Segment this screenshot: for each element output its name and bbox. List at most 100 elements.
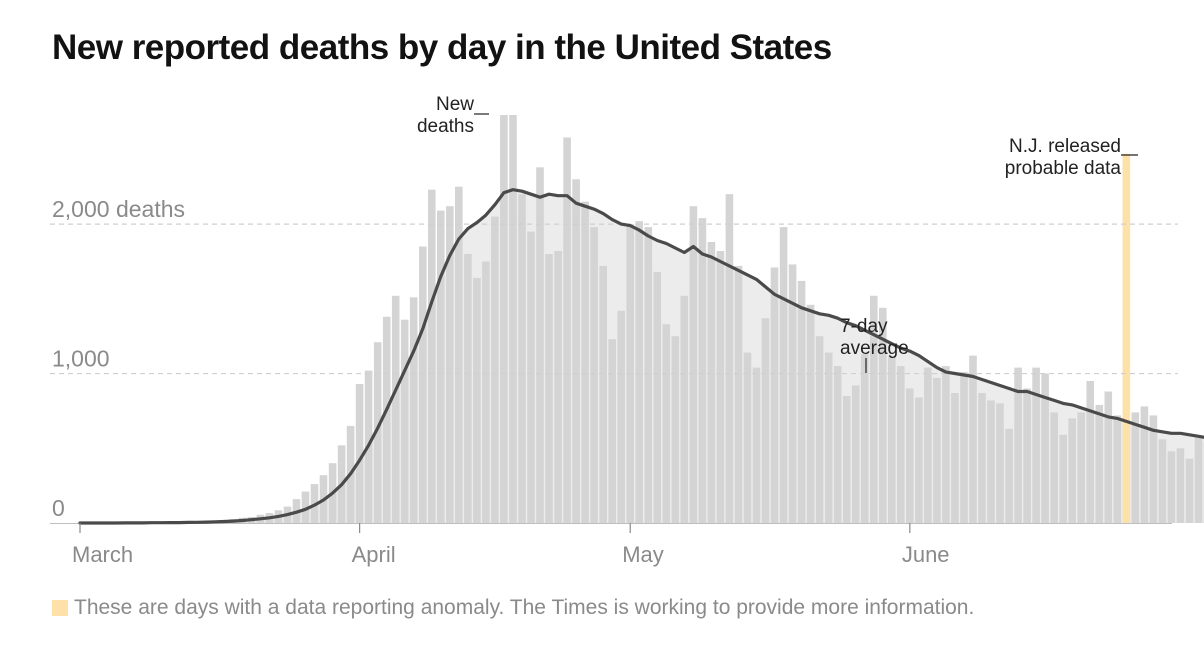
bar-day bbox=[725, 194, 734, 523]
bar-day bbox=[409, 297, 418, 523]
bar-day bbox=[382, 316, 391, 523]
bar-day bbox=[446, 206, 454, 523]
bar-day bbox=[473, 277, 481, 523]
bar-day bbox=[608, 339, 616, 523]
bar-day bbox=[933, 378, 941, 523]
anomaly-legend-text: These are days with a data reporting ano… bbox=[74, 596, 975, 619]
bar-day bbox=[879, 307, 887, 523]
bar-day bbox=[743, 352, 752, 523]
bar-day bbox=[1014, 367, 1022, 523]
annotation-nj-line1: N.J. released bbox=[1009, 136, 1121, 157]
bar-day bbox=[924, 367, 932, 523]
bar-day bbox=[870, 295, 878, 523]
bar-day bbox=[1005, 428, 1013, 523]
bar-day bbox=[716, 251, 725, 523]
bar-day bbox=[734, 265, 743, 523]
bar-day bbox=[1185, 458, 1194, 523]
bar-day bbox=[671, 336, 680, 523]
bar-day bbox=[833, 366, 842, 523]
bar-day bbox=[428, 189, 436, 523]
bar-day bbox=[698, 218, 707, 523]
bar-day bbox=[996, 403, 1004, 523]
bar-day bbox=[391, 295, 400, 523]
bar-day bbox=[599, 265, 607, 523]
anomaly-bar bbox=[1122, 153, 1131, 524]
bar-day bbox=[1149, 415, 1158, 523]
bar-day bbox=[527, 231, 535, 523]
bar-day bbox=[888, 357, 896, 523]
bar-day bbox=[572, 179, 580, 524]
bar-day bbox=[1113, 415, 1122, 523]
bar-day bbox=[969, 355, 977, 523]
anomaly-legend-swatch bbox=[52, 600, 68, 616]
legend: These are days with a data reporting ano… bbox=[52, 596, 974, 620]
bar-day bbox=[1023, 388, 1031, 523]
bar-day bbox=[1059, 434, 1067, 523]
bar-day bbox=[689, 206, 698, 523]
bar-day bbox=[1131, 412, 1140, 523]
bar-day bbox=[906, 388, 914, 523]
bar-day bbox=[797, 280, 806, 523]
annotation-avg-line1: 7-day bbox=[840, 316, 888, 337]
bar-day bbox=[518, 194, 526, 523]
bar-day bbox=[509, 115, 517, 523]
bar-day bbox=[761, 318, 770, 523]
bar-day bbox=[644, 227, 653, 523]
bar-day bbox=[491, 216, 499, 523]
annotation-nj-line2: probable data bbox=[1005, 158, 1122, 179]
y-tick-label: 2,000 deaths bbox=[52, 196, 185, 222]
bar-day bbox=[581, 201, 589, 523]
bar-day bbox=[915, 397, 923, 523]
x-tick-label: March bbox=[72, 542, 133, 567]
bar-day bbox=[455, 186, 463, 523]
bar-day bbox=[1104, 391, 1113, 523]
bar-day bbox=[680, 295, 689, 523]
bar-day bbox=[1032, 367, 1040, 523]
bar-day bbox=[960, 372, 968, 523]
bar-day bbox=[897, 366, 905, 523]
bar-day bbox=[437, 210, 445, 523]
annotation-new-deaths-line2: deaths bbox=[417, 116, 474, 137]
bar-day bbox=[500, 115, 508, 523]
bar-day bbox=[951, 393, 959, 523]
bar-day bbox=[1167, 451, 1176, 523]
bar-day bbox=[536, 167, 544, 524]
bar-day bbox=[1068, 418, 1076, 523]
bar-day bbox=[1077, 412, 1085, 523]
annotation-new-deaths-line1: New bbox=[436, 94, 474, 115]
bar-day bbox=[662, 324, 671, 523]
bar-day bbox=[464, 254, 472, 523]
bar-day bbox=[617, 310, 625, 523]
y-tick-label: 0 bbox=[52, 495, 65, 521]
bar-day bbox=[482, 261, 490, 523]
bar-day bbox=[860, 354, 869, 523]
bar-day bbox=[1158, 439, 1167, 523]
y-tick-label: 1,000 bbox=[52, 346, 110, 372]
bar-day bbox=[1194, 437, 1203, 523]
bar-day bbox=[1041, 373, 1049, 523]
bar-day bbox=[842, 396, 851, 523]
x-tick-label: April bbox=[352, 542, 396, 567]
bar-day bbox=[752, 367, 761, 523]
bar-day bbox=[707, 242, 716, 523]
bar-day bbox=[1176, 448, 1185, 523]
bar-day bbox=[1140, 406, 1149, 523]
bar-day bbox=[770, 267, 779, 523]
bar-day bbox=[1086, 381, 1094, 523]
bar-day bbox=[815, 336, 824, 523]
bar-day bbox=[978, 393, 986, 523]
bar-day bbox=[590, 227, 598, 523]
bar-day bbox=[942, 366, 950, 523]
bar-day bbox=[788, 264, 797, 523]
bar-day bbox=[851, 385, 860, 523]
bar-day bbox=[987, 400, 995, 523]
bar-day bbox=[653, 271, 662, 523]
bar-day bbox=[301, 491, 310, 523]
bar-day bbox=[1050, 412, 1058, 523]
x-tick-label: May bbox=[622, 542, 664, 567]
bar-day bbox=[554, 251, 562, 523]
bar-day bbox=[635, 221, 643, 523]
bar-day bbox=[1095, 404, 1104, 523]
bar-day bbox=[419, 246, 427, 523]
